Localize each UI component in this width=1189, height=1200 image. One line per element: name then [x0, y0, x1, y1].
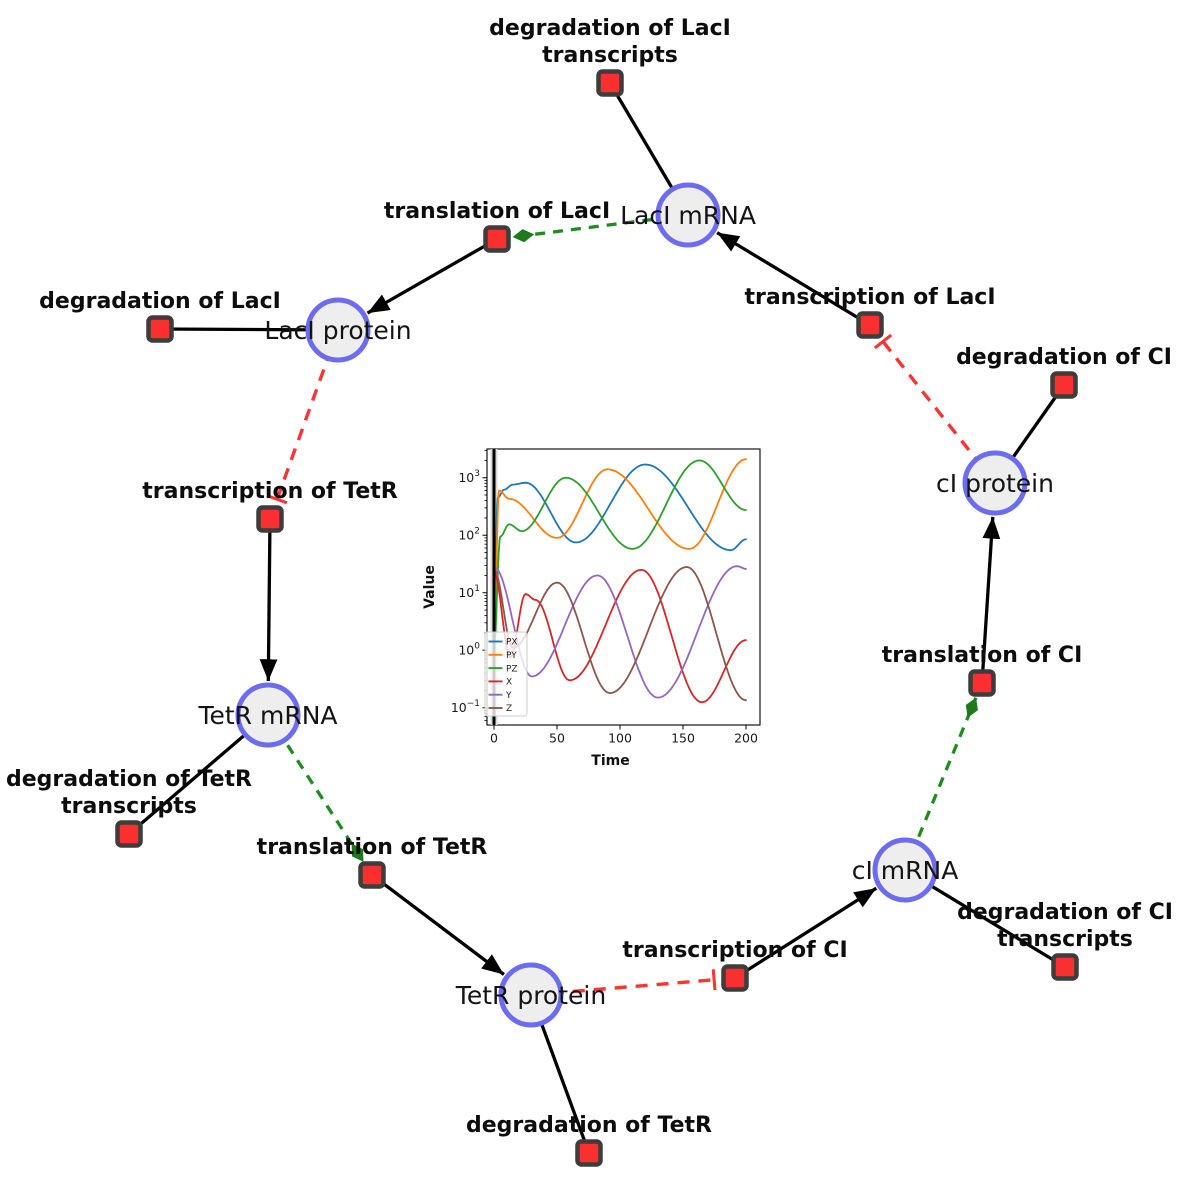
reaction-label-deg_ci_transcripts-line1: transcripts [997, 927, 1133, 952]
species-node-tetr_mrna[interactable] [235, 682, 301, 748]
reaction-label-translation_laci-line0: translation of LacI [384, 199, 610, 224]
reaction-label-deg_tetr_transcripts-line1: transcripts [61, 794, 197, 819]
reaction-label-deg_laci-line0: degradation of LacI [39, 289, 281, 314]
reaction-label-translation_ci-line0: translation of CI [882, 643, 1083, 668]
reaction-label-transcription_laci-line0: transcription of LacI [744, 285, 995, 310]
edge-modifier-ci_mrna-to-translation_ci [903, 697, 978, 871]
chart-x-tick-label: 150 [671, 731, 695, 746]
reaction-node-translation_tetr[interactable] [358, 861, 386, 889]
chart-y-tick-label: 103 [458, 469, 480, 485]
chart-series-line-Y [493, 565, 747, 699]
chart-xlabel: Time [591, 753, 629, 769]
reaction-node-translation_ci[interactable] [968, 669, 996, 697]
edge-product-transcription_ci-to-ci_mrna [734, 886, 878, 980]
chart-x-tick-label: 50 [549, 731, 565, 746]
reaction-label-deg_laci_transcripts-line0: degradation of LacI [489, 16, 731, 41]
chart-y-tick-label: 102 [458, 526, 480, 542]
reaction-label-transcription_tetr-line0: transcription of TetR [142, 479, 398, 504]
chart-x-tick-label: 200 [734, 731, 758, 746]
chart-series-line-Z [493, 566, 747, 702]
edge-product-transcription_laci-to-laci_mrna [716, 231, 871, 327]
species-node-ci_mrna[interactable] [872, 837, 938, 903]
chart-series-layer [490, 449, 747, 725]
reaction-label-deg_ci_transcripts-line0: degradation of CI [957, 900, 1173, 925]
reaction-label-deg_tetr_transcripts-line0: degradation of TetR [6, 767, 252, 792]
nodes-layer [115, 69, 1079, 1167]
species-label-tetr_protein: TetR protein [455, 981, 606, 1010]
reaction-node-deg_laci[interactable] [146, 315, 174, 343]
reaction-node-deg_tetr[interactable] [575, 1139, 603, 1167]
reaction-node-transcription_ci[interactable] [721, 964, 749, 992]
edge-modifier-tetr_mrna-to-translation_tetr [266, 714, 365, 863]
legend-entry-label: X [506, 678, 512, 688]
species-label-tetr_mrna: TetR mRNA [197, 701, 337, 730]
chart-x-tick-label: 100 [608, 731, 632, 746]
chart-series-line-PY [493, 458, 747, 641]
species-label-ci_protein: cI protein [936, 469, 1054, 498]
reaction-label-deg_ci-line0: degradation of CI [956, 345, 1172, 370]
edge-product-translation_laci-to-laci_protein [366, 237, 498, 315]
legend-entry-label: PX [506, 638, 518, 648]
chart-series-line-PZ [493, 459, 747, 647]
reaction-node-transcription_tetr[interactable] [256, 505, 284, 533]
edge-product-transcription_tetr-to-tetr_mrna [259, 518, 278, 682]
reaction-label-translation_tetr-line0: translation of TetR [257, 835, 488, 860]
species-label-laci_protein: LacI protein [264, 316, 411, 345]
chart-ylabel: Value [422, 565, 438, 609]
chart-y-tick-label: 100 [458, 641, 480, 657]
legend-entry-label: Y [505, 691, 512, 701]
reaction-node-deg_ci[interactable] [1050, 371, 1078, 399]
reaction-node-deg_ci_transcripts[interactable] [1051, 953, 1079, 981]
reaction-label-deg_tetr-line0: degradation of TetR [466, 1113, 712, 1138]
species-node-ci_protein[interactable] [962, 450, 1028, 516]
chart-y-tick-label: 101 [458, 584, 480, 600]
legend-entry-label: Z [506, 704, 512, 714]
reaction-label-deg_laci_transcripts-line1: transcripts [542, 43, 678, 68]
species-node-laci_mrna[interactable] [655, 182, 721, 248]
chart-series-line-PX [493, 463, 747, 634]
species-label-laci_mrna: LacI mRNA [620, 201, 756, 230]
legend-entry-label: PY [506, 651, 517, 661]
reaction-node-deg_laci_transcripts[interactable] [596, 69, 624, 97]
reaction-node-translation_laci[interactable] [483, 225, 511, 253]
reaction-node-deg_tetr_transcripts[interactable] [115, 820, 143, 848]
inset-chart: 0 50 100 150 200 103 102 101 100 10−1 Time Value PX P… [422, 437, 778, 788]
chart-x-tick-label: 0 [490, 731, 498, 746]
species-label-ci_mrna: cI mRNA [852, 856, 959, 885]
labels-layer: degradation of LacItranscriptstranslatio… [6, 16, 1173, 1138]
legend-entry-label: PZ [506, 664, 518, 674]
species-node-tetr_protein[interactable] [498, 962, 564, 1028]
chart-y-tick-label: 10−1 [451, 699, 480, 715]
species-node-laci_protein[interactable] [305, 297, 371, 363]
edge-modifier-laci_mrna-to-translation_laci [512, 213, 689, 243]
reaction-label-transcription_ci-line0: transcription of CI [622, 938, 847, 963]
chart-series-line-X [493, 569, 747, 704]
reaction-node-transcription_laci[interactable] [856, 311, 884, 339]
edge-product-translation_tetr-to-tetr_protein [371, 873, 505, 976]
edge-product-translation_ci-to-ci_protein [980, 516, 1001, 684]
